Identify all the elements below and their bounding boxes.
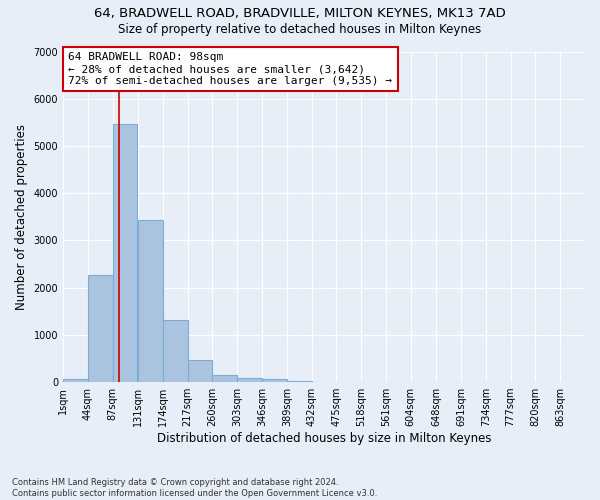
- X-axis label: Distribution of detached houses by size in Milton Keynes: Distribution of detached houses by size …: [157, 432, 491, 445]
- Bar: [138, 220, 163, 382]
- Text: Contains HM Land Registry data © Crown copyright and database right 2024.
Contai: Contains HM Land Registry data © Crown c…: [12, 478, 377, 498]
- Bar: [287, 380, 311, 382]
- Bar: [237, 378, 262, 382]
- Bar: [262, 380, 287, 382]
- Text: 64, BRADWELL ROAD, BRADVILLE, MILTON KEYNES, MK13 7AD: 64, BRADWELL ROAD, BRADVILLE, MILTON KEY…: [94, 8, 506, 20]
- Bar: [188, 360, 212, 382]
- Text: Size of property relative to detached houses in Milton Keynes: Size of property relative to detached ho…: [118, 22, 482, 36]
- Bar: [163, 320, 188, 382]
- Text: 64 BRADWELL ROAD: 98sqm
← 28% of detached houses are smaller (3,642)
72% of semi: 64 BRADWELL ROAD: 98sqm ← 28% of detache…: [68, 52, 392, 86]
- Bar: [113, 124, 137, 382]
- Bar: [88, 275, 113, 382]
- Bar: [212, 374, 237, 382]
- Bar: [63, 378, 88, 382]
- Y-axis label: Number of detached properties: Number of detached properties: [15, 124, 28, 310]
